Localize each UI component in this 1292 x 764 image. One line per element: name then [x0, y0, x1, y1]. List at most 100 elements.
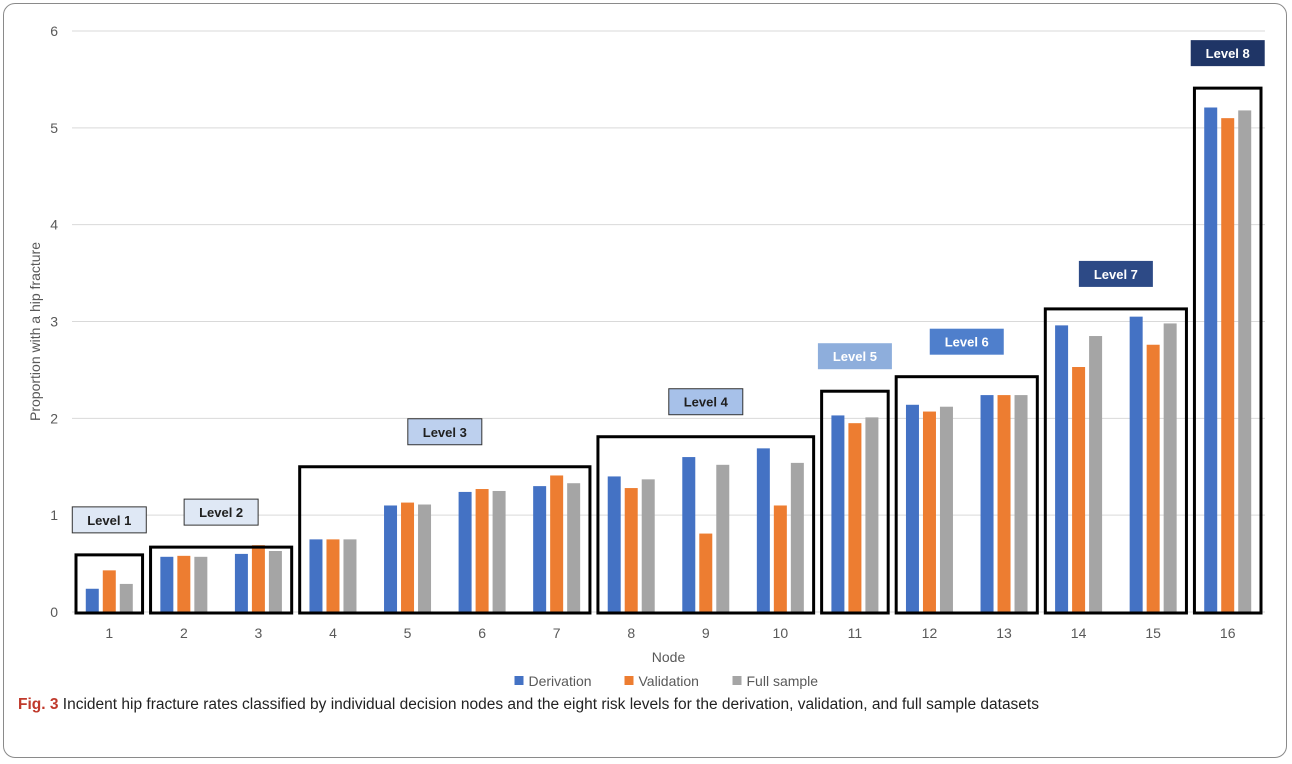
figure-caption: Fig. 3 Incident hip fracture rates class… [18, 694, 1268, 716]
bar [641, 479, 655, 612]
x-tick-label: 3 [255, 625, 263, 641]
x-tick-label: 4 [329, 625, 337, 641]
legend-swatch [514, 676, 524, 685]
bar [1146, 344, 1160, 612]
level-label: Level 6 [945, 335, 989, 350]
bar [1129, 316, 1143, 612]
y-axis-title: Proportion with a hip fracture [27, 242, 43, 421]
level-box [820, 389, 890, 615]
bar [1204, 107, 1218, 612]
level-label: Level 5 [833, 349, 877, 364]
bar [1238, 110, 1252, 613]
bar [699, 533, 713, 612]
level-label-box [407, 418, 483, 446]
bar [234, 553, 248, 612]
y-tick-label: 6 [50, 23, 58, 39]
x-tick-label: 7 [553, 625, 561, 641]
level-box [74, 553, 145, 615]
bar [848, 423, 862, 612]
bar [102, 570, 116, 612]
level-label: Level 7 [1094, 267, 1138, 282]
caption-fig-label: Fig. 3 [18, 696, 59, 713]
legend-swatch [732, 676, 742, 685]
bar [773, 505, 787, 612]
y-tick-label: 0 [50, 604, 58, 620]
x-tick-label: 8 [627, 625, 635, 641]
bar [1221, 118, 1235, 613]
bar [922, 411, 936, 612]
legend-label: Full sample [747, 673, 819, 689]
level-box [1043, 307, 1188, 615]
bar [550, 475, 564, 612]
bar [177, 555, 191, 612]
caption-text: Incident hip fracture rates classified b… [62, 696, 1039, 713]
level-box [894, 375, 1039, 615]
y-tick-label: 3 [50, 314, 58, 330]
level-label-box [183, 498, 259, 526]
x-tick-label: 9 [702, 625, 710, 641]
level-box [298, 465, 592, 615]
bar [326, 539, 340, 612]
bar [85, 588, 99, 612]
level-label: Level 3 [423, 425, 467, 440]
level-label-box [929, 328, 1004, 355]
bar [756, 448, 770, 612]
level-label: Level 1 [87, 513, 131, 528]
bar [939, 406, 953, 612]
x-tick-label: 12 [922, 625, 938, 641]
x-tick-label: 2 [180, 625, 188, 641]
x-tick-label: 15 [1145, 625, 1161, 641]
level-label: Level 2 [199, 505, 243, 520]
bar [997, 395, 1011, 612]
bar [119, 583, 133, 612]
bar [533, 486, 547, 612]
level-label-box [668, 388, 744, 416]
bar [160, 556, 174, 612]
y-tick-label: 1 [50, 507, 58, 523]
x-tick-label: 16 [1220, 625, 1236, 641]
x-tick-label: 5 [404, 625, 412, 641]
bar [309, 539, 323, 612]
bar [624, 488, 638, 612]
level-label: Level 8 [1206, 46, 1250, 61]
bar [865, 417, 879, 612]
x-tick-label: 14 [1071, 625, 1087, 641]
bar [1055, 325, 1069, 612]
bar [1163, 323, 1177, 612]
level-label-box [817, 343, 892, 370]
level-box [1192, 86, 1263, 615]
level-label-box [1190, 40, 1265, 67]
x-tick-label: 13 [996, 625, 1012, 641]
x-tick-label: 11 [848, 625, 863, 641]
level-label: Level 4 [684, 395, 729, 410]
bar [905, 404, 919, 612]
level-box [596, 435, 816, 615]
bar [980, 395, 994, 612]
bar [268, 550, 282, 612]
bar [194, 556, 208, 612]
x-tick-label: 10 [773, 625, 789, 641]
level-box [149, 545, 294, 615]
x-tick-label: 1 [105, 625, 113, 641]
legend-swatch [624, 676, 634, 685]
bar [607, 476, 621, 612]
legend-label: Derivation [529, 673, 592, 689]
bar [251, 545, 265, 612]
bar [567, 483, 581, 612]
x-tick-label: 6 [478, 625, 486, 641]
y-tick-label: 5 [50, 120, 58, 136]
y-tick-label: 2 [50, 410, 58, 426]
bar [790, 462, 804, 612]
y-tick-label: 4 [50, 217, 58, 233]
bar [1089, 336, 1103, 612]
level-label-box [71, 506, 147, 534]
bar [1014, 395, 1028, 612]
bar [1072, 367, 1086, 612]
bar [458, 491, 472, 612]
bar [682, 457, 696, 612]
level-label-box [1078, 260, 1153, 287]
x-axis-title: Node [652, 649, 686, 665]
legend-label: Validation [639, 673, 699, 689]
bar [384, 505, 398, 612]
